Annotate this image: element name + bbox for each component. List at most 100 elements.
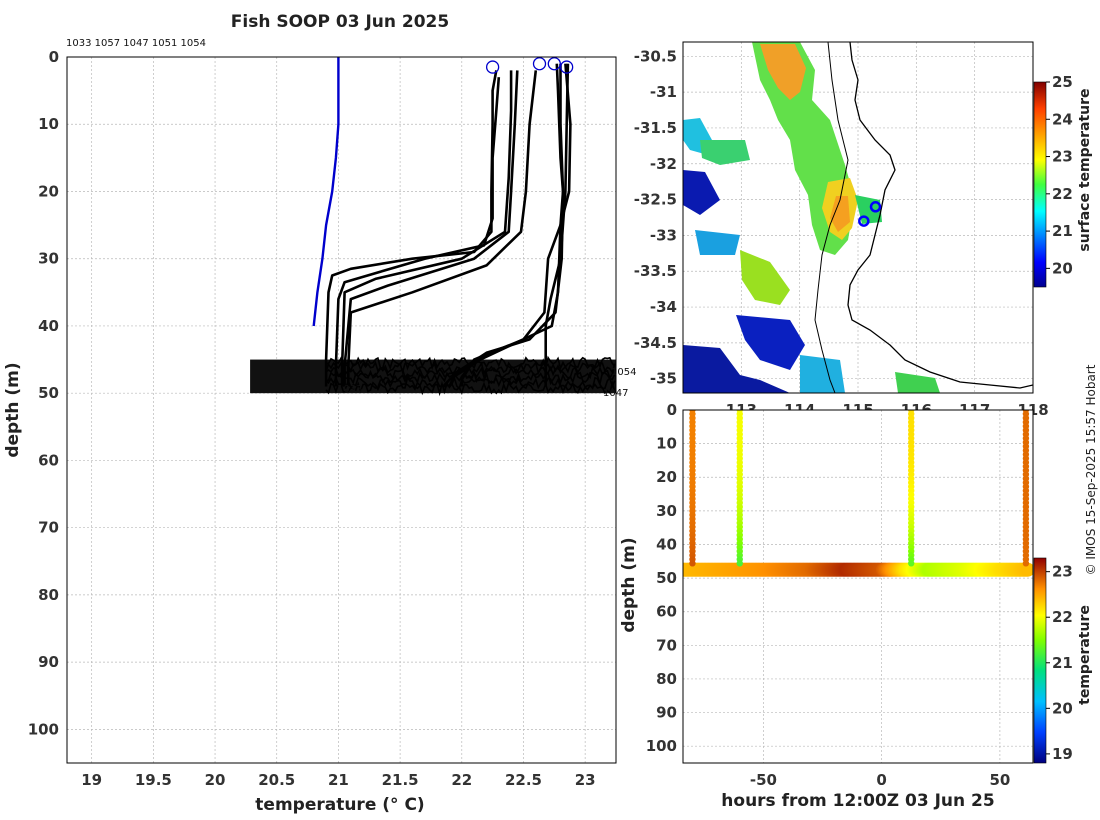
profile-frame <box>66 56 617 764</box>
sst-map-panel: -30.5 -31 -31.5 -32 -32.5 -33 -33.5 -34 -34.5 -35… <box>634 41 1093 419</box>
profile-xtick-1: 19.5 <box>135 771 172 789</box>
profile-ytick-9: 90 <box>38 653 59 671</box>
map-lat-tick-4: -32.5 <box>634 191 677 209</box>
profile-line-1047 <box>340 70 513 387</box>
profile-lines <box>312 57 572 388</box>
end-label-1054: 1054 <box>611 367 636 378</box>
depth-time-panel: -50 0 50 0 10 20 30 40 50 60 70 80 90 100 hours from … <box>619 401 1093 811</box>
profile-ytick-8: 80 <box>38 586 59 604</box>
temperature-colorbar <box>1033 557 1047 764</box>
profile-panel: 19 19.5 20 20.5 21 21.5 22 22.5 23 0 10 20 30 40 50 60 7… <box>3 38 636 815</box>
map-station-marker-1 <box>858 215 870 227</box>
depth-time-cast-dot-1 <box>736 560 743 567</box>
depth-time-xtick-1: 0 <box>876 771 886 789</box>
map-lat-tick-5: -33 <box>650 226 677 244</box>
depth-time-ytick-4: 40 <box>656 535 677 553</box>
depth-time-gridlines <box>683 409 1033 763</box>
profile-xtick-0: 19 <box>81 771 102 789</box>
map-lat-tick-9: -35 <box>650 370 677 388</box>
profile-xtick-4: 21 <box>328 771 349 789</box>
profile-ytick-7: 70 <box>38 519 59 537</box>
depth-time-ytick-6: 60 <box>656 603 677 621</box>
depth-time-band-dot <box>1020 562 1033 577</box>
profile-ticks: 19 19.5 20 20.5 21 21.5 22 22.5 23 0 10 20 30 40 50 60 7… <box>28 48 596 789</box>
sst-field <box>683 42 1033 393</box>
profile-plot-area <box>67 57 616 763</box>
profile-ytick-5: 50 <box>38 384 59 402</box>
profile-line-1054 <box>312 57 340 327</box>
depth-time-cast-dot-2 <box>908 560 915 567</box>
sst-patch-blue-2 <box>736 315 805 370</box>
sst-patch-cyan-3 <box>800 355 845 393</box>
map-lat-tick-8: -34.5 <box>634 334 677 352</box>
depth-time-frame <box>682 409 1034 764</box>
sst-patch-blue-1 <box>683 170 720 215</box>
end-label-1047: 1047 <box>603 388 628 399</box>
profile-ids-top: 1033 1057 1047 1051 1054 <box>66 38 206 49</box>
sst-patch-core <box>830 196 850 232</box>
imos-credit: © IMOS 15-Sep-2025 15:57 Hobart <box>1084 364 1098 575</box>
depth-time-ytick-0: 0 <box>667 401 677 419</box>
profile-xtick-5: 21.5 <box>382 771 419 789</box>
sst-patch-blue-3 <box>683 345 790 393</box>
temperature-colorbar-label: temperature <box>1077 605 1093 705</box>
sst-colorbar-ticklabel-1: 21 <box>1052 222 1073 240</box>
depth-time-xtick-2: 50 <box>989 771 1010 789</box>
temperature-colorbar-ticklabel-2: 21 <box>1052 654 1073 672</box>
depth-time-ytick-10: 100 <box>646 737 677 755</box>
profile-ytick-6: 60 <box>38 451 59 469</box>
sst-colorbar-ticklabel-0: 20 <box>1052 259 1073 277</box>
temperature-colorbar-ticks: 19 20 21 22 23 <box>1046 563 1073 763</box>
sst-colorbar-ticklabel-4: 24 <box>1052 110 1073 128</box>
profile-xtick-2: 20 <box>205 771 226 789</box>
profile-xtick-8: 23 <box>575 771 596 789</box>
sst-colorbar-ticklabel-2: 22 <box>1052 185 1073 203</box>
depth-time-ytick-5: 50 <box>656 569 677 587</box>
profile-surface-marker-2 <box>547 57 561 71</box>
depth-time-dots <box>683 410 1033 577</box>
map-lat-tick-1: -31 <box>650 83 677 101</box>
depth-time-xlabel: hours from 12:00Z 03 Jun 25 <box>721 791 994 811</box>
sst-patch-green-1 <box>700 140 750 165</box>
temperature-colorbar-ticklabel-1: 20 <box>1052 699 1073 717</box>
profile-line-1064 <box>460 63 572 387</box>
sst-colorbar-ticklabel-3: 23 <box>1052 148 1073 166</box>
depth-time-ytick-7: 70 <box>656 636 677 654</box>
map-lat-tick-2: -31.5 <box>634 119 677 137</box>
profile-surface-markers <box>485 57 574 74</box>
profile-line-1065 <box>544 63 570 387</box>
map-frame <box>682 41 1034 394</box>
sst-colorbar-label: surface temperature <box>1077 88 1093 251</box>
profile-ytick-10: 100 <box>28 720 59 738</box>
end-label-1033: 1033 <box>337 384 362 395</box>
depth-time-ylabel: depth (m) <box>619 537 639 632</box>
sst-colorbar-ticks: 20 21 22 23 24 25 <box>1046 73 1073 277</box>
profile-ylabel: depth (m) <box>3 362 23 457</box>
depth-time-ytick-8: 80 <box>656 670 677 688</box>
profile-surface-marker-3 <box>560 60 574 74</box>
depth-time-ytick-2: 20 <box>656 468 677 486</box>
profile-xtick-6: 22 <box>451 771 472 789</box>
map-lat-tick-0: -30.5 <box>634 47 677 65</box>
profile-surface-marker-1 <box>532 57 547 71</box>
sst-patch-green-south <box>895 372 940 393</box>
depth-time-ytick-3: 30 <box>656 502 677 520</box>
shelf-contour <box>814 42 849 393</box>
profile-xlabel: temperature (° C) <box>255 795 424 815</box>
coastline <box>847 42 1033 389</box>
profile-ytick-3: 30 <box>38 250 59 268</box>
profile-xtick-7: 22.5 <box>505 771 542 789</box>
map-station-marker-0 <box>869 201 882 213</box>
sst-colorbar <box>1033 81 1047 288</box>
sst-patch-lime <box>740 250 790 305</box>
profile-surface-marker-0 <box>485 60 500 74</box>
profile-line-1051 <box>343 70 519 387</box>
profile-bottom-band <box>250 355 616 397</box>
map-lat-tick-6: -33.5 <box>634 262 677 280</box>
depth-time-cast-dot-3 <box>1022 560 1030 567</box>
profile-ytick-1: 10 <box>38 115 59 133</box>
depth-time-xtick-0: -50 <box>750 771 777 789</box>
profile-bottom-trace-3 <box>325 370 616 387</box>
profile-line-1063 <box>448 63 565 388</box>
